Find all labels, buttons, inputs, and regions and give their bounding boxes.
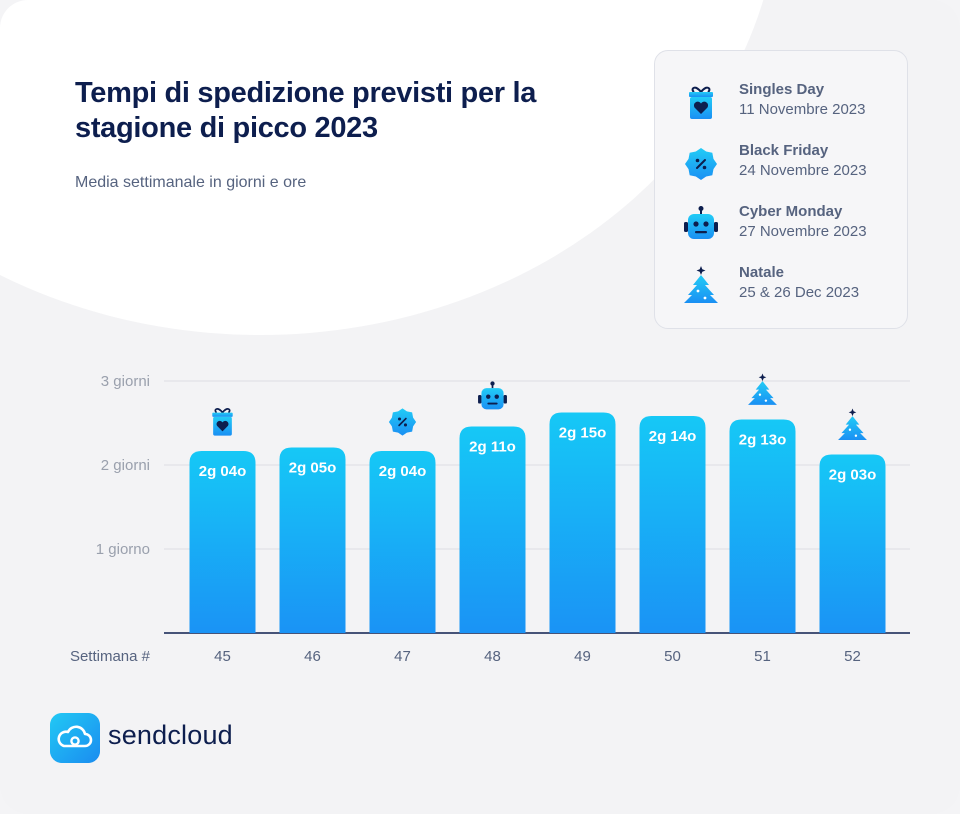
bar-data-label: 2g 14o xyxy=(649,428,697,445)
bar-data-label: 2g 03o xyxy=(829,467,877,484)
x-tick-label: 45 xyxy=(214,648,231,665)
legend-item-black-friday: Black Friday 24 Novembre 2023 xyxy=(655,140,909,188)
x-tick-label: 51 xyxy=(754,648,771,665)
page-title: Tempi di spedizione previsti per la stag… xyxy=(75,77,537,144)
legend-name: Natale xyxy=(739,264,785,281)
bar-week-49 xyxy=(549,412,616,633)
badge-percent-icon xyxy=(685,148,717,180)
bar-week-46 xyxy=(279,447,346,633)
sendcloud-logo xyxy=(50,713,100,763)
x-tick-label: 50 xyxy=(664,648,681,665)
legend-name: Singles Day xyxy=(739,81,825,98)
bar-data-label: 2g 13o xyxy=(739,431,787,448)
legend-date: 24 Novembre 2023 xyxy=(739,162,867,179)
bar-week-52 xyxy=(819,454,886,633)
bar-week-47 xyxy=(369,450,436,633)
gift-icon xyxy=(689,86,713,119)
x-tick-label: 48 xyxy=(484,648,501,665)
gift-icon xyxy=(212,408,233,436)
legend-name: Black Friday xyxy=(739,142,829,159)
legend-item-cyber-monday: Cyber Monday 27 Novembre 2023 xyxy=(655,201,909,249)
bar-week-48 xyxy=(459,426,526,633)
bar-week-45 xyxy=(189,450,256,633)
page-subtitle: Media settimanale in giorni e ore xyxy=(75,174,307,191)
badge-percent-icon xyxy=(388,408,417,436)
bar-week-51 xyxy=(729,419,796,633)
bar-chart: 1 giorno 2 giorni 3 giorni Settimana # 2g 0… xyxy=(70,373,910,665)
x-tick-label: 46 xyxy=(304,648,321,665)
legend-name: Cyber Monday xyxy=(739,203,843,220)
y-tick-label: 2 giorni xyxy=(101,457,150,474)
bar-data-label: 2g 04o xyxy=(379,463,427,480)
legend-date: 11 Novembre 2023 xyxy=(739,101,866,118)
x-tick-label: 47 xyxy=(394,648,411,665)
bar-data-label: 2g 04o xyxy=(199,463,247,480)
y-tick-label: 1 giorno xyxy=(96,541,150,558)
robot-icon xyxy=(684,206,718,239)
bar-data-label: 2g 15o xyxy=(559,425,607,442)
bar-data-label: 2g 05o xyxy=(289,460,337,477)
legend-box: Singles Day 11 Novembre 2023 Black Frida… xyxy=(654,50,908,329)
x-axis-label: Settimana # xyxy=(70,648,151,665)
brand-name: sendcloud xyxy=(108,720,233,750)
legend-item-natale: Natale 25 & 26 Dec 2023 xyxy=(655,262,909,310)
legend-item-singles-day: Singles Day 11 Novembre 2023 xyxy=(655,79,909,127)
x-tick-label: 52 xyxy=(844,648,861,665)
bar-week-50 xyxy=(639,416,706,633)
bar-data-label: 2g 11o xyxy=(469,439,516,456)
x-tick-label: 49 xyxy=(574,648,591,665)
robot-icon xyxy=(478,381,507,410)
legend-date: 25 & 26 Dec 2023 xyxy=(739,284,860,301)
y-tick-label: 3 giorni xyxy=(101,373,150,390)
tree-icon xyxy=(838,408,867,440)
tree-icon xyxy=(684,266,718,303)
legend-date: 27 Novembre 2023 xyxy=(739,223,867,240)
tree-icon xyxy=(748,373,777,405)
